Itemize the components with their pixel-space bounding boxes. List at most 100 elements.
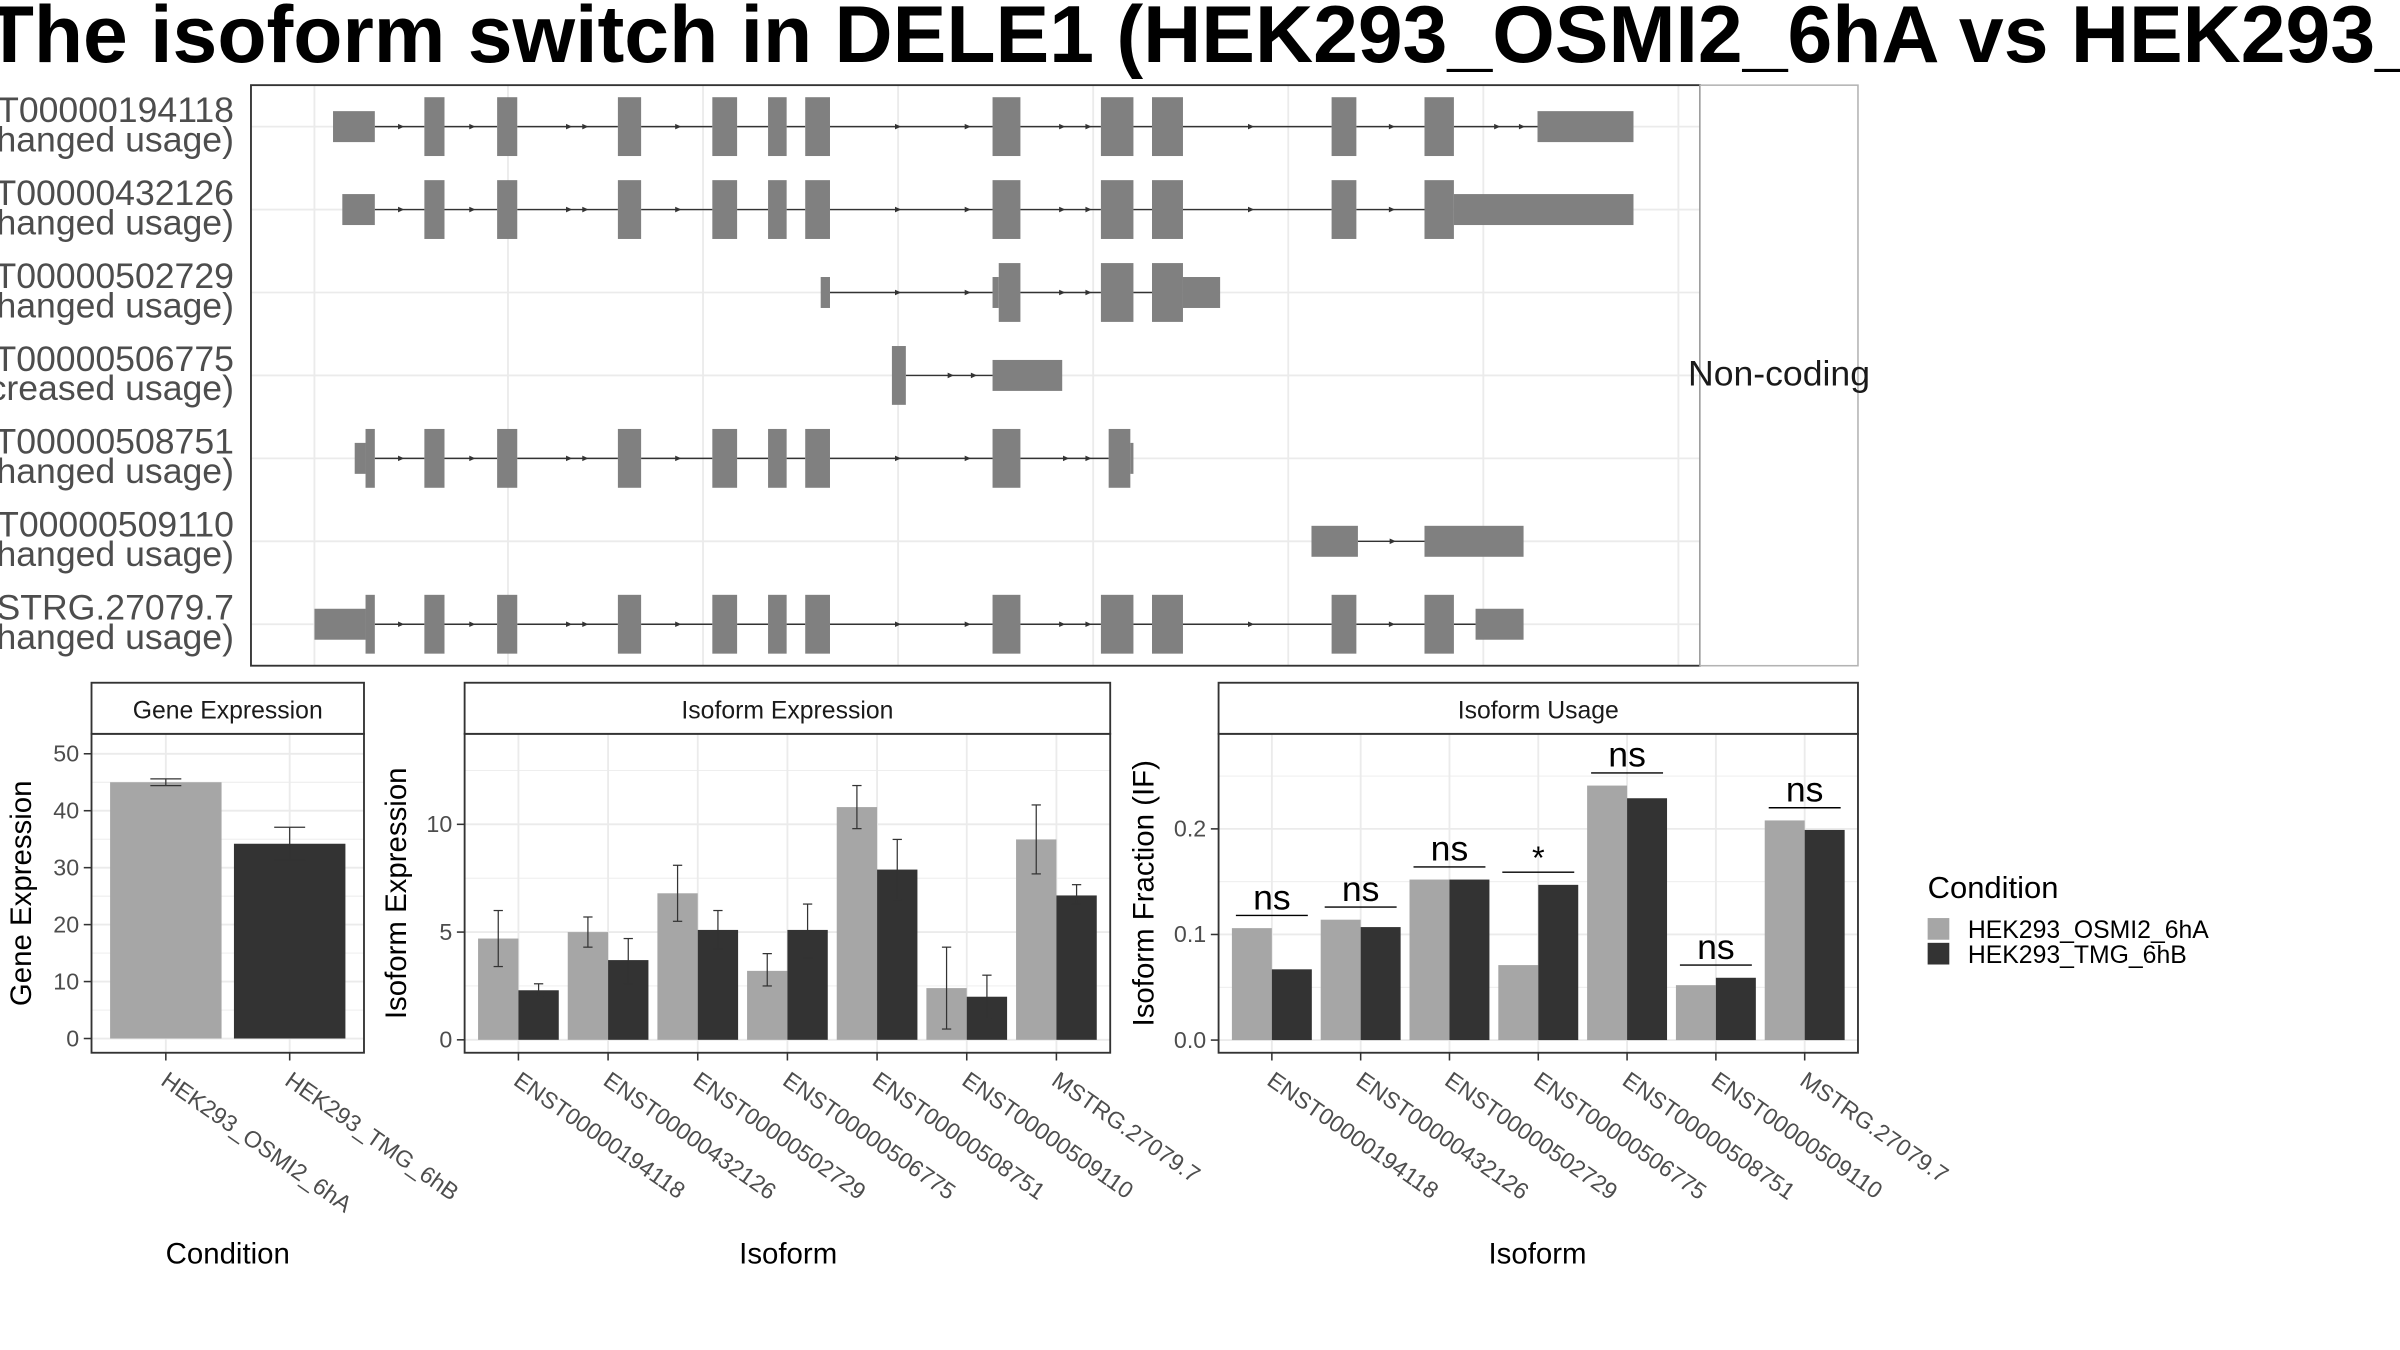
legend-label: HEK293_TMG_6hB [1968,942,2187,969]
coding-exon [712,97,738,157]
transcript-id-label: MSTRG.27079.7 [0,588,234,628]
non-coding-strip-label: Non-coding [1688,353,1870,393]
y-tick-label: 0.2 [1174,816,1206,842]
bar-ENST00000432126 [1320,919,1361,1041]
bar-ENST00000502729 [1409,879,1450,1041]
transcript-id-label: ENST00000502729 [0,256,234,296]
coding-exon [992,97,1021,157]
bar-HEK293_TMG_6hB [233,843,346,1039]
coding-exon [424,594,445,654]
bar-ENST00000509110 [1675,985,1716,1041]
y-axis-title: Isoform Expression [380,767,413,1019]
intron-arrow [1085,206,1092,213]
utr-exon [992,359,1063,391]
intron-arrow [469,206,476,213]
coding-exon [768,428,787,488]
coding-exon [805,594,830,654]
coding-exon [992,180,1021,239]
utr-exon [1311,525,1358,557]
intron-arrow [469,123,476,130]
transcript-usage-label: (Unchanged usage) [0,202,234,242]
y-axis-title: Gene Expression [5,781,38,1007]
chart-title: The isoform switch in DELE1 (HEK293_OSMI… [0,0,2400,80]
intron-arrow [398,206,405,213]
bar-MSTRG.27079.7 [1056,895,1097,1040]
utr-exon [1453,194,1634,226]
intron-arrow [964,621,971,628]
y-tick-label: 0.1 [1174,921,1206,947]
transcript-usage-label: (Unchanged usage) [0,617,234,657]
intron-arrow [964,123,971,130]
utr-exon [1130,442,1134,474]
bar-ENST00000194118 [518,990,559,1040]
utr-exon [992,277,999,308]
coding-exon [497,594,518,654]
y-tick-label: 10 [426,811,452,837]
legend-title: Condition [1928,870,2059,905]
transcript-row-MSTRG.27079.7 [314,594,1524,654]
intron-arrow [964,289,971,296]
utr-exon [820,277,830,308]
intron-arrow [582,455,589,462]
y-axis-title: Isoform Fraction (IF) [1128,760,1161,1026]
coding-exon [424,428,445,488]
coding-exon [1108,428,1131,488]
intron-arrow [1389,538,1396,545]
intron-arrow [895,289,902,296]
coding-exon [768,180,787,239]
intron-arrow [675,206,682,213]
transcript-row-ENST00000509110 [1311,525,1524,557]
coding-exon [992,594,1021,654]
x-tick-label: MSTRG.27079.7 [1047,1067,1205,1188]
intron-arrow [582,621,589,628]
structure-strip [1699,84,1859,667]
intron-arrow [1518,123,1526,130]
intron-arrow [566,123,573,130]
coding-exon [712,594,738,654]
intron-arrow [947,372,954,379]
intron-arrow [398,123,405,130]
coding-exon [768,97,787,157]
utr-exon [1424,525,1524,557]
intron-arrow [964,455,971,462]
intron-arrow [1085,621,1092,628]
legend-label: HEK293_OSMI2_6hA [1968,917,2209,944]
y-tick-label: 0 [66,1025,79,1051]
intron-arrow [1085,123,1092,130]
coding-exon [1100,180,1134,239]
x-axis-title: Isoform [1488,1237,1586,1270]
coding-exon [1424,180,1454,239]
coding-exon [891,346,906,405]
intron-arrow [675,621,682,628]
y-tick-label: 0 [439,1027,452,1053]
coding-exon [497,428,518,488]
coding-exon [805,180,830,239]
bar-ENST00000508751 [1627,798,1668,1041]
coding-exon [1152,97,1183,157]
intron-arrow [895,621,902,628]
coding-exon [1100,263,1134,322]
intron-arrow [1388,206,1396,213]
coding-exon [998,263,1021,322]
coding-exon [1152,180,1183,239]
bar-MSTRG.27079.7 [1764,820,1805,1041]
bar-ENST00000194118 [1231,928,1272,1041]
bar-ENST00000508751 [836,807,878,1040]
intron-arrow [964,206,971,213]
utr-exon [333,111,375,143]
coding-exon [365,594,375,654]
bar-ENST00000502729 [1449,879,1490,1041]
coding-exon [1100,594,1134,654]
significance-label: ns [1786,770,1824,810]
bar-MSTRG.27079.7 [1804,829,1845,1041]
transcript-usage-label: (Unchanged usage) [0,119,234,159]
intron-arrow [895,455,902,462]
intron-arrow [469,621,476,628]
significance-label: ns [1253,877,1291,917]
transcript-usage-label: (Unchanged usage) [0,285,234,325]
significance-label: ns [1697,927,1735,967]
coding-exon [712,428,738,488]
intron-arrow [469,455,476,462]
intron-arrow [895,206,902,213]
intron-arrow [1059,206,1066,213]
